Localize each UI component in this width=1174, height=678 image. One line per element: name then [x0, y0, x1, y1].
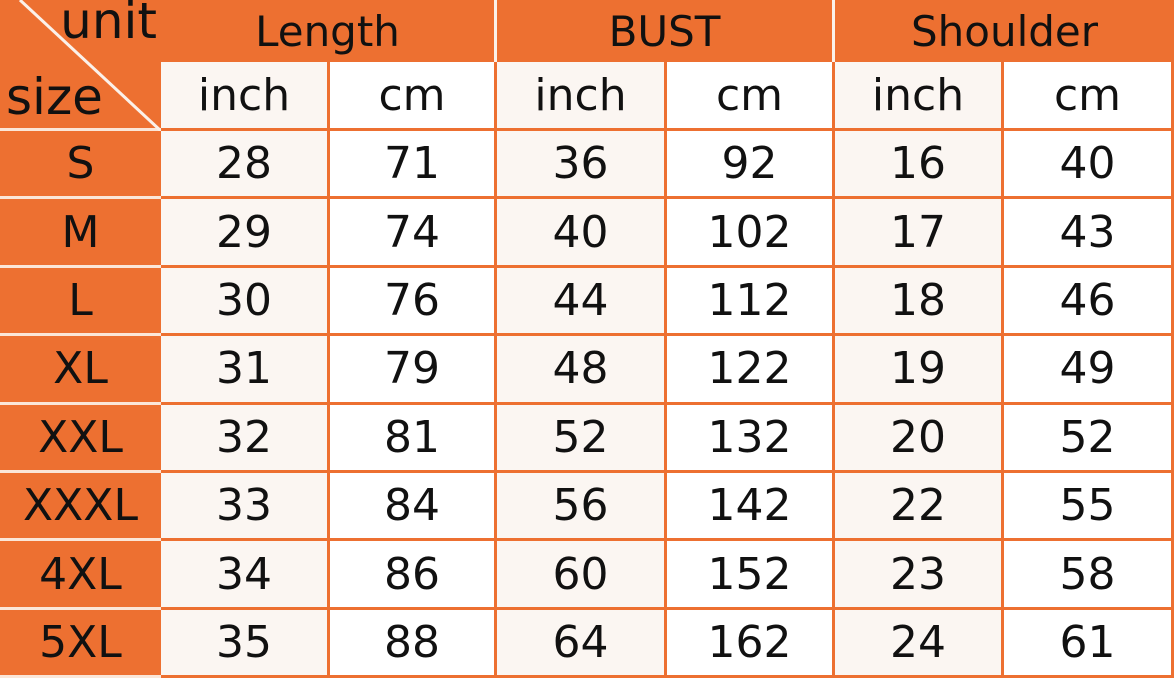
table-cell: 16: [835, 131, 1004, 200]
table-cell: 162: [667, 609, 835, 678]
table-cell: 58: [1004, 541, 1174, 610]
size-label-cell: XXL: [0, 404, 161, 473]
corner-header: unit size: [0, 0, 161, 131]
table-cell: 86: [330, 541, 497, 610]
table-cell: 46: [1004, 267, 1174, 337]
table-cell: 23: [835, 541, 1004, 610]
table-cell: 132: [667, 404, 835, 473]
unit-header-cm: cm: [330, 62, 497, 131]
table-cell: 142: [667, 472, 835, 542]
size-label-cell: L: [0, 267, 161, 337]
group-header-bust: BUST: [497, 0, 835, 62]
table-cell: 48: [497, 336, 667, 405]
table-cell: 33: [161, 472, 330, 542]
table-cell: 34: [161, 541, 330, 610]
table-cell: 52: [1004, 404, 1174, 473]
table-cell: 61: [1004, 609, 1174, 678]
table-cell: 19: [835, 336, 1004, 405]
table-cell: 18: [835, 267, 1004, 337]
table-cell: 56: [497, 472, 667, 542]
size-label-cell: XXXL: [0, 472, 161, 542]
size-label-cell: XL: [0, 336, 161, 405]
table-cell: 112: [667, 267, 835, 337]
unit-header-cm: cm: [667, 62, 835, 131]
table-cell: 60: [497, 541, 667, 610]
size-label: size: [6, 68, 103, 126]
table-cell: 52: [497, 404, 667, 473]
table-cell: 74: [330, 199, 497, 268]
group-header-shoulder: Shoulder: [835, 0, 1174, 62]
table-cell: 71: [330, 131, 497, 200]
group-header-length: Length: [161, 0, 497, 62]
table-cell: 36: [497, 131, 667, 200]
unit-header-cm: cm: [1004, 62, 1174, 131]
table-cell: 24: [835, 609, 1004, 678]
table-cell: 76: [330, 267, 497, 337]
table-cell: 44: [497, 267, 667, 337]
table-cell: 64: [497, 609, 667, 678]
table-cell: 31: [161, 336, 330, 405]
table-cell: 20: [835, 404, 1004, 473]
table-cell: 32: [161, 404, 330, 473]
table-cell: 55: [1004, 472, 1174, 542]
table-cell: 84: [330, 472, 497, 542]
unit-header-inch: inch: [835, 62, 1004, 131]
table-cell: 28: [161, 131, 330, 200]
diagonal-divider: [18, 0, 161, 131]
table-cell: 102: [667, 199, 835, 268]
size-label-cell: M: [0, 199, 161, 268]
table-cell: 81: [330, 404, 497, 473]
table-cell: 43: [1004, 199, 1174, 268]
table-cell: 40: [1004, 131, 1174, 200]
table-cell: 17: [835, 199, 1004, 268]
unit-header-inch: inch: [497, 62, 667, 131]
size-label-cell: 5XL: [0, 609, 161, 678]
size-label-cell: 4XL: [0, 541, 161, 610]
table-cell: 35: [161, 609, 330, 678]
table-cell: 88: [330, 609, 497, 678]
table-cell: 49: [1004, 336, 1174, 405]
table-cell: 79: [330, 336, 497, 405]
table-cell: 122: [667, 336, 835, 405]
size-label-cell: S: [0, 131, 161, 200]
table-cell: 30: [161, 267, 330, 337]
table-cell: 22: [835, 472, 1004, 542]
table-cell: 29: [161, 199, 330, 268]
unit-header-inch: inch: [161, 62, 330, 131]
table-cell: 152: [667, 541, 835, 610]
unit-label: unit: [60, 0, 157, 50]
table-cell: 40: [497, 199, 667, 268]
table-cell: 92: [667, 131, 835, 200]
